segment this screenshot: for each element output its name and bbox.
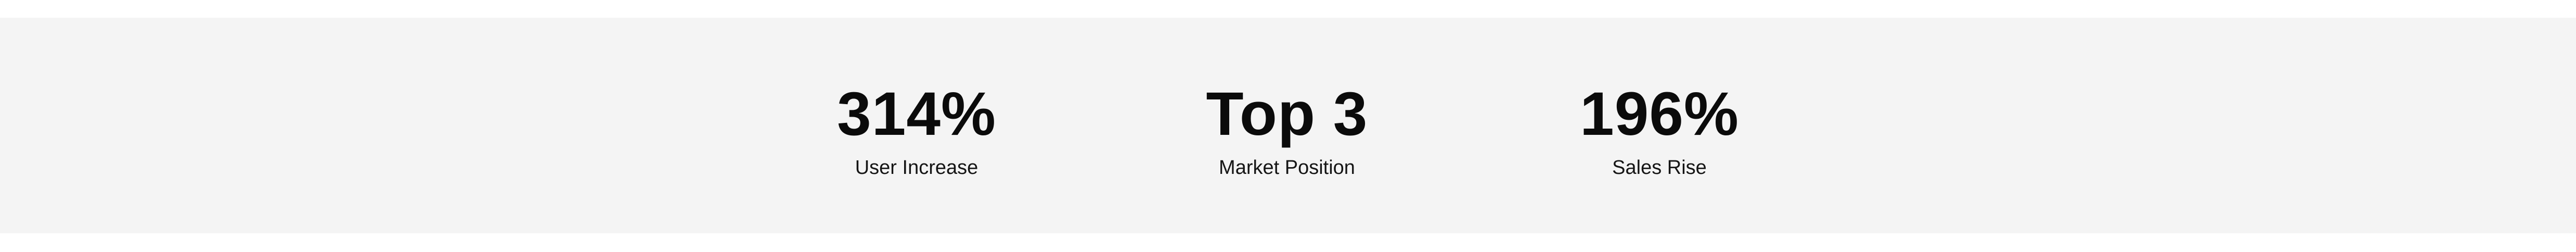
stat-value: Top 3 [1206,80,1368,148]
stats-band: 314% User Increase Top 3 Market Position… [0,18,2576,233]
stat-value: 196% [1580,80,1739,148]
stat-label: User Increase [855,157,978,179]
stat-user-increase: 314% User Increase [781,75,1052,182]
stat-value: 314% [837,80,996,148]
stat-label: Market Position [1219,157,1355,179]
stat-label: Sales Rise [1612,157,1707,179]
stat-market-position: Top 3 Market Position [1152,75,1422,182]
stat-sales-rise: 196% Sales Rise [1524,75,1795,182]
